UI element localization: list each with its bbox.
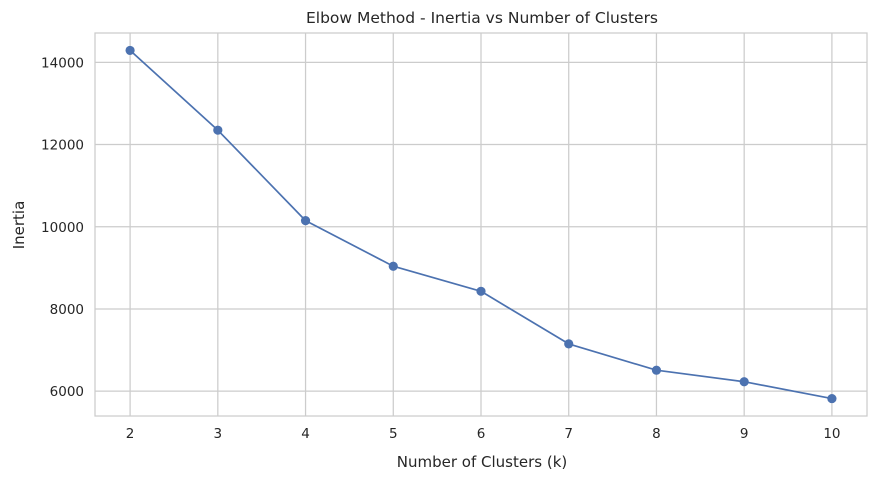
grid bbox=[95, 33, 867, 416]
x-tick-label: 7 bbox=[564, 426, 573, 442]
y-axis-label: Inertia bbox=[10, 201, 28, 250]
x-tick-label: 3 bbox=[214, 426, 223, 442]
tick-labels: 2 3 4 5 6 7 8 9 10 6000 8000 10000 12000 14000 bbox=[41, 55, 840, 442]
data-point bbox=[388, 261, 398, 271]
x-axis-label: Number of Clusters (k) bbox=[397, 453, 567, 471]
x-tick-label: 9 bbox=[740, 426, 749, 442]
x-tick-label: 2 bbox=[126, 426, 135, 442]
data-point bbox=[564, 339, 574, 349]
data-point bbox=[827, 393, 837, 404]
x-tick-label: 10 bbox=[823, 426, 840, 442]
chart-title: Elbow Method - Inertia vs Number of Clus… bbox=[306, 9, 658, 27]
data-point bbox=[739, 377, 749, 387]
plot-frame bbox=[94, 32, 868, 417]
data-point bbox=[651, 365, 662, 375]
x-tick-label: 6 bbox=[477, 426, 486, 442]
x-tick-label: 5 bbox=[389, 426, 398, 442]
y-tick-label: 10000 bbox=[41, 220, 84, 236]
x-tick-label: 4 bbox=[301, 426, 310, 442]
y-tick-label: 8000 bbox=[50, 302, 84, 318]
data-point bbox=[300, 215, 311, 226]
data-point bbox=[476, 286, 486, 296]
x-tick-label: 8 bbox=[652, 426, 661, 442]
y-tick-label: 14000 bbox=[41, 55, 84, 71]
data-point bbox=[213, 125, 223, 135]
data-point bbox=[125, 45, 135, 56]
y-tick-label: 6000 bbox=[50, 384, 84, 400]
series-layer bbox=[125, 45, 837, 404]
y-tick-label: 12000 bbox=[41, 138, 84, 154]
